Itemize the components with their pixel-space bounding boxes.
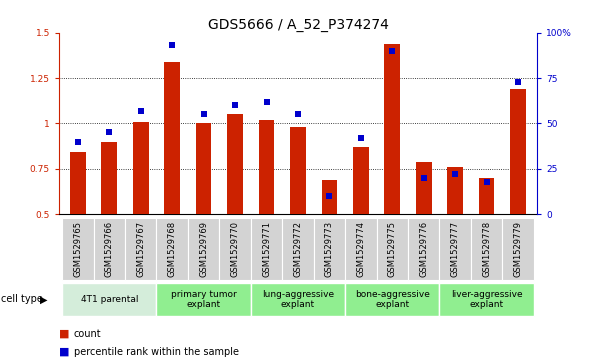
Bar [94, 218, 125, 280]
Text: GSM1529765: GSM1529765 [73, 221, 83, 277]
Bar [440, 283, 534, 316]
Bar [125, 218, 156, 280]
Bar [282, 218, 314, 280]
Bar [251, 218, 282, 280]
Point [73, 139, 83, 144]
Text: GSM1529775: GSM1529775 [388, 221, 396, 277]
Bar [408, 218, 440, 280]
Bar [353, 147, 369, 214]
Text: percentile rank within the sample: percentile rank within the sample [74, 347, 239, 357]
Bar [345, 283, 440, 316]
Title: GDS5666 / A_52_P374274: GDS5666 / A_52_P374274 [208, 18, 388, 32]
Text: count: count [74, 329, 101, 339]
Bar [385, 44, 400, 214]
Text: primary tumor
explant: primary tumor explant [171, 290, 237, 309]
Point [168, 42, 177, 48]
Text: GSM1529766: GSM1529766 [105, 221, 114, 277]
Point [104, 130, 114, 135]
Bar [322, 180, 337, 214]
Bar [471, 218, 502, 280]
Text: cell type: cell type [1, 294, 42, 305]
Text: liver-aggressive
explant: liver-aggressive explant [451, 290, 522, 309]
Bar [258, 120, 274, 214]
Text: GSM1529778: GSM1529778 [482, 221, 491, 277]
Text: ■: ■ [59, 329, 70, 339]
Bar [133, 122, 149, 214]
Point [230, 102, 240, 108]
Bar [376, 218, 408, 280]
Text: GSM1529773: GSM1529773 [325, 221, 334, 277]
Text: GSM1529771: GSM1529771 [262, 221, 271, 277]
Point [388, 48, 397, 54]
Bar [70, 152, 86, 214]
Bar [416, 162, 431, 214]
Text: bone-aggressive
explant: bone-aggressive explant [355, 290, 430, 309]
Point [419, 175, 428, 181]
Text: 4T1 parental: 4T1 parental [81, 295, 138, 304]
Point [136, 108, 146, 114]
Bar [227, 114, 243, 214]
Bar [196, 123, 211, 214]
Bar [251, 283, 345, 316]
Text: GSM1529779: GSM1529779 [513, 221, 523, 277]
Bar [314, 218, 345, 280]
Bar [188, 218, 219, 280]
Bar [502, 218, 534, 280]
Bar [447, 167, 463, 214]
Bar [101, 142, 117, 214]
Bar [219, 218, 251, 280]
Text: ▶: ▶ [40, 294, 48, 305]
Bar [345, 218, 376, 280]
Text: GSM1529776: GSM1529776 [419, 221, 428, 277]
Text: ■: ■ [59, 347, 70, 357]
Bar [62, 283, 156, 316]
Bar [440, 218, 471, 280]
Point [513, 79, 523, 85]
Text: GSM1529777: GSM1529777 [451, 221, 460, 277]
Point [262, 99, 271, 105]
Text: GSM1529770: GSM1529770 [231, 221, 240, 277]
Bar [165, 62, 180, 214]
Point [199, 111, 208, 117]
Point [450, 171, 460, 177]
Bar [62, 218, 94, 280]
Text: GSM1529769: GSM1529769 [199, 221, 208, 277]
Bar [510, 89, 526, 214]
Text: GSM1529767: GSM1529767 [136, 221, 145, 277]
Text: lung-aggressive
explant: lung-aggressive explant [262, 290, 334, 309]
Text: GSM1529774: GSM1529774 [356, 221, 365, 277]
Point [324, 193, 334, 199]
Bar [156, 283, 251, 316]
Bar [478, 178, 494, 214]
Point [356, 135, 366, 141]
Bar [156, 218, 188, 280]
Point [293, 111, 303, 117]
Text: GSM1529772: GSM1529772 [293, 221, 303, 277]
Bar [290, 127, 306, 214]
Point [482, 179, 491, 184]
Text: GSM1529768: GSM1529768 [168, 221, 176, 277]
